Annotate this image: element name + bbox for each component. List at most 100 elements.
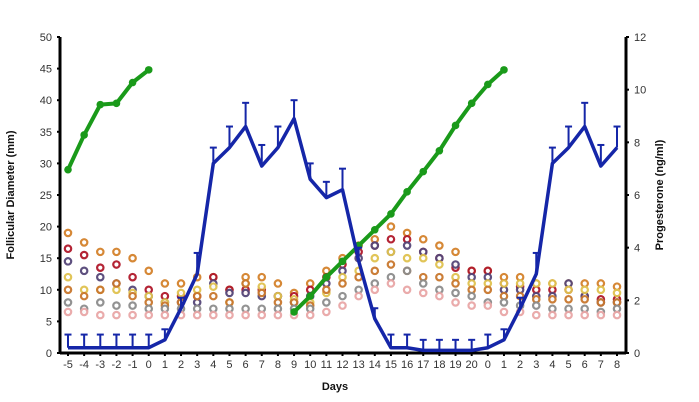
follicle-ring-marker xyxy=(128,310,137,320)
follicle-ring-marker xyxy=(386,222,396,231)
follicle-ring-marker xyxy=(435,260,444,269)
follicle-ring-marker xyxy=(160,279,170,288)
follicle-ring-marker xyxy=(63,307,73,317)
follicle-ring-marker xyxy=(386,260,396,269)
follicle-ring-marker xyxy=(257,272,267,282)
follicle-ring-marker xyxy=(499,307,509,317)
y2-axis-title: Progesterone (ng/ml) xyxy=(654,139,666,250)
follicle-growth-marker xyxy=(338,257,347,266)
x-tick-label: 15 xyxy=(385,359,397,371)
x-tick-label: 6 xyxy=(243,359,249,371)
follicle-ring-marker xyxy=(402,285,412,295)
follicle-ring-marker xyxy=(225,288,234,298)
x-tick-label: 13 xyxy=(353,359,365,371)
follicle-ring-marker xyxy=(144,266,154,276)
follicle-ring-marker xyxy=(63,298,73,307)
follicle-ring-marker xyxy=(322,307,331,317)
follicle-ring-marker xyxy=(305,310,315,320)
follicle-ring-marker xyxy=(95,285,105,295)
follicle-ring-marker xyxy=(79,307,89,317)
follicle-growth-marker xyxy=(451,121,460,130)
follicle-ring-markers xyxy=(63,222,622,320)
follicle-ring-marker xyxy=(79,266,89,276)
follicle-ring-marker xyxy=(241,310,250,320)
x-axis-title: Days xyxy=(322,381,348,393)
follicle-ring-marker xyxy=(564,310,573,320)
follicle-ring-marker xyxy=(580,285,590,295)
follicle-ring-marker xyxy=(467,291,476,301)
ovulatory-follicle-lines xyxy=(64,66,508,316)
follicle-ring-marker xyxy=(580,310,590,320)
follicle-ring-marker xyxy=(144,310,154,320)
x-tick-label: 0 xyxy=(146,359,152,371)
x-tick-label: 1 xyxy=(501,359,507,371)
follicle-ring-marker xyxy=(95,298,105,307)
follicle-ring-marker xyxy=(354,291,363,301)
x-tick-label: 14 xyxy=(369,359,381,371)
follicle-ring-marker xyxy=(63,272,73,282)
follicle-ring-marker xyxy=(257,310,267,320)
follicle-ring-marker xyxy=(596,285,606,295)
follicle-ring-marker xyxy=(128,253,137,263)
right-tick-label: 2 xyxy=(634,295,640,307)
progesterone-polyline xyxy=(68,116,619,353)
x-tick-label: 17 xyxy=(417,359,429,371)
right-tick-label: 6 xyxy=(634,190,640,202)
follicle-ring-marker xyxy=(322,285,331,295)
x-tick-label: 0 xyxy=(485,359,491,371)
follicle-ring-marker xyxy=(612,310,622,320)
left-tick-label: 30 xyxy=(40,158,52,170)
right-tick-label: 12 xyxy=(634,32,646,44)
left-tick-label: 15 xyxy=(40,253,52,265)
x-tick-label: 4 xyxy=(549,359,555,371)
follicle-ring-marker xyxy=(386,279,396,288)
follicle-ring-marker xyxy=(95,272,105,282)
follicle-ring-marker xyxy=(435,291,444,301)
x-tick-label: 2 xyxy=(178,359,184,371)
follicle-ring-marker xyxy=(564,294,573,304)
follicle-ring-marker xyxy=(338,279,347,288)
follicle-growth-marker xyxy=(80,131,88,139)
x-tick-label: 7 xyxy=(598,359,604,371)
x-tick-label: 8 xyxy=(275,359,281,371)
x-tick-label: 8 xyxy=(614,359,620,371)
left-tick-label: 35 xyxy=(40,127,52,139)
follicle-ring-marker xyxy=(112,247,121,257)
follicle-ring-marker xyxy=(112,301,121,310)
left-tick-label: 10 xyxy=(40,285,52,297)
follicle-ring-marker xyxy=(95,247,105,257)
x-tick-label: 19 xyxy=(449,359,461,371)
follicle-ring-marker xyxy=(160,310,170,320)
follicle-ring-marker xyxy=(402,241,412,250)
follicle-ring-marker xyxy=(63,285,73,295)
follicle-ring-marker xyxy=(531,301,541,310)
follicle-ring-marker xyxy=(499,279,509,288)
follicle-growth-marker xyxy=(403,188,411,196)
follicle-ring-marker xyxy=(257,288,267,298)
follicle-ring-marker xyxy=(418,288,428,298)
x-tick-label: -2 xyxy=(112,359,122,371)
x-tick-label: 20 xyxy=(466,359,478,371)
follicle-ring-marker xyxy=(273,310,283,320)
follicle-ring-marker xyxy=(176,279,186,288)
follicle-ring-marker xyxy=(596,298,606,307)
follicle-ring-marker xyxy=(386,247,396,257)
follicle-ring-marker xyxy=(402,266,412,276)
follicle-ring-marker xyxy=(63,244,73,254)
x-tick-label: 3 xyxy=(194,359,200,371)
follicle-ring-marker xyxy=(451,279,460,288)
follicle-growth-marker xyxy=(370,225,379,234)
follicle-ring-marker xyxy=(596,310,606,320)
follicle-growth-marker xyxy=(112,99,121,108)
follicle-growth-marker xyxy=(290,308,298,316)
right-tick-label: 0 xyxy=(634,348,640,360)
left-y-axis: 0 5 10 15 20 25 30 35 40 45 50 xyxy=(40,32,62,360)
follicle-ring-marker xyxy=(128,272,137,282)
follicle-ring-marker xyxy=(322,298,331,307)
x-tick-label: -4 xyxy=(79,359,89,371)
follicle-growth-marker xyxy=(96,100,105,109)
follicle-ring-marker xyxy=(128,301,137,310)
follicle-ring-marker xyxy=(451,260,460,269)
follicle-ring-marker xyxy=(418,234,428,244)
